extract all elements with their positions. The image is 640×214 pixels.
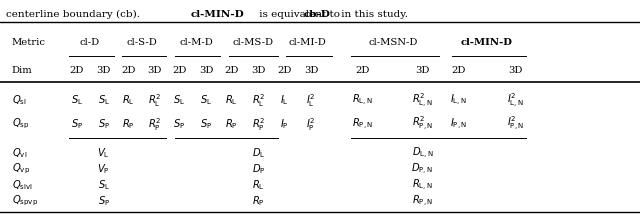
Text: $R_\mathrm{P}^2$: $R_\mathrm{P}^2$ — [252, 116, 265, 132]
Text: $R_\mathrm{P,N}$: $R_\mathrm{P,N}$ — [412, 194, 433, 209]
Text: $S_\mathrm{P}$: $S_\mathrm{P}$ — [173, 117, 186, 131]
Text: $R_\mathrm{L}$: $R_\mathrm{L}$ — [252, 178, 265, 192]
Text: $S_\mathrm{L}$: $S_\mathrm{L}$ — [98, 178, 109, 192]
Text: $V_\mathrm{L}$: $V_\mathrm{L}$ — [97, 146, 110, 160]
Text: 2D: 2D — [70, 66, 84, 75]
Text: $R_\mathrm{L}$: $R_\mathrm{L}$ — [225, 94, 238, 107]
Text: $R_\mathrm{L}$: $R_\mathrm{L}$ — [122, 94, 134, 107]
Text: cl-MIN-D: cl-MIN-D — [460, 38, 513, 47]
Text: 2D: 2D — [121, 66, 135, 75]
Text: $S_\mathrm{L}$: $S_\mathrm{L}$ — [71, 94, 83, 107]
Text: $S_\mathrm{P}$: $S_\mathrm{P}$ — [97, 194, 110, 208]
Text: $D_\mathrm{P,N}$: $D_\mathrm{P,N}$ — [412, 162, 433, 177]
Text: 2D: 2D — [225, 66, 239, 75]
Text: $I_\mathrm{L}$: $I_\mathrm{L}$ — [280, 94, 289, 107]
Text: is equivalent to: is equivalent to — [256, 10, 343, 19]
Text: cl-MS-D: cl-MS-D — [232, 38, 273, 47]
Text: $I_\mathrm{P,N}^2$: $I_\mathrm{P,N}^2$ — [508, 115, 524, 133]
Text: $V_\mathrm{P}$: $V_\mathrm{P}$ — [97, 162, 110, 176]
Text: Metric: Metric — [12, 38, 45, 47]
Text: cl-D: cl-D — [79, 38, 100, 47]
Text: $R_\mathrm{P}$: $R_\mathrm{P}$ — [252, 194, 265, 208]
Text: 2D: 2D — [451, 66, 465, 75]
Text: $R_\mathrm{L}^2$: $R_\mathrm{L}^2$ — [252, 92, 265, 109]
Text: $Q_\mathrm{spvp}$: $Q_\mathrm{spvp}$ — [12, 194, 38, 208]
Text: $R_\mathrm{L,N}$: $R_\mathrm{L,N}$ — [352, 93, 372, 108]
Text: cl-MIN-D: cl-MIN-D — [191, 10, 244, 19]
Text: 2D: 2D — [172, 66, 186, 75]
Text: $S_\mathrm{P}$: $S_\mathrm{P}$ — [200, 117, 212, 131]
Text: $R_\mathrm{L}^2$: $R_\mathrm{L}^2$ — [148, 92, 161, 109]
Text: centerline boundary (cb).: centerline boundary (cb). — [6, 10, 143, 19]
Text: $S_\mathrm{P}$: $S_\mathrm{P}$ — [97, 117, 110, 131]
Text: cl-MSN-D: cl-MSN-D — [368, 38, 418, 47]
Text: $Q_\mathrm{sp}$: $Q_\mathrm{sp}$ — [12, 117, 29, 131]
Text: $R_\mathrm{P}$: $R_\mathrm{P}$ — [225, 117, 238, 131]
Text: $I_\mathrm{L,N}^2$: $I_\mathrm{L,N}^2$ — [508, 92, 524, 110]
Text: $R_\mathrm{P,N}^2$: $R_\mathrm{P,N}^2$ — [412, 115, 433, 133]
Text: cl-S-D: cl-S-D — [127, 38, 157, 47]
Text: $D_\mathrm{L}$: $D_\mathrm{L}$ — [252, 146, 266, 160]
Text: $Q_\mathrm{vl}$: $Q_\mathrm{vl}$ — [12, 146, 27, 160]
Text: 3D: 3D — [199, 66, 213, 75]
Text: $S_\mathrm{L}$: $S_\mathrm{L}$ — [98, 94, 109, 107]
Text: $I_\mathrm{P,N}$: $I_\mathrm{P,N}$ — [450, 117, 467, 132]
Text: 3D: 3D — [148, 66, 162, 75]
Text: in this study.: in this study. — [338, 10, 408, 19]
Text: $Q_\mathrm{sl}$: $Q_\mathrm{sl}$ — [12, 94, 26, 107]
Text: $D_\mathrm{L,N}$: $D_\mathrm{L,N}$ — [412, 146, 433, 160]
Text: 3D: 3D — [252, 66, 266, 75]
Text: 3D: 3D — [304, 66, 318, 75]
Text: $R_\mathrm{P,N}$: $R_\mathrm{P,N}$ — [351, 117, 373, 132]
Text: $I_\mathrm{L}^2$: $I_\mathrm{L}^2$ — [307, 92, 316, 109]
Text: 3D: 3D — [415, 66, 429, 75]
Text: $R_\mathrm{L,N}$: $R_\mathrm{L,N}$ — [412, 178, 433, 193]
Text: cl-MI-D: cl-MI-D — [289, 38, 326, 47]
Text: 2D: 2D — [355, 66, 369, 75]
Text: $I_\mathrm{P}$: $I_\mathrm{P}$ — [280, 117, 289, 131]
Text: $D_\mathrm{P}$: $D_\mathrm{P}$ — [252, 162, 266, 176]
Text: $S_\mathrm{L}$: $S_\mathrm{L}$ — [173, 94, 185, 107]
Text: 3D: 3D — [97, 66, 111, 75]
Text: cl-M-D: cl-M-D — [180, 38, 213, 47]
Text: 3D: 3D — [509, 66, 523, 75]
Text: $I_\mathrm{L,N}$: $I_\mathrm{L,N}$ — [450, 93, 467, 108]
Text: $Q_\mathrm{slvl}$: $Q_\mathrm{slvl}$ — [12, 178, 33, 192]
Text: $S_\mathrm{P}$: $S_\mathrm{P}$ — [70, 117, 83, 131]
Text: 2D: 2D — [277, 66, 291, 75]
Text: cb-D: cb-D — [304, 10, 331, 19]
Text: $Q_\mathrm{vp}$: $Q_\mathrm{vp}$ — [12, 162, 29, 176]
Text: $R_\mathrm{P}$: $R_\mathrm{P}$ — [122, 117, 134, 131]
Text: $S_\mathrm{L}$: $S_\mathrm{L}$ — [200, 94, 212, 107]
Text: Dim: Dim — [12, 66, 32, 75]
Text: $R_\mathrm{P}^2$: $R_\mathrm{P}^2$ — [148, 116, 161, 132]
Text: $I_\mathrm{P}^2$: $I_\mathrm{P}^2$ — [307, 116, 316, 132]
Text: $R_\mathrm{L,N}^2$: $R_\mathrm{L,N}^2$ — [412, 92, 433, 110]
